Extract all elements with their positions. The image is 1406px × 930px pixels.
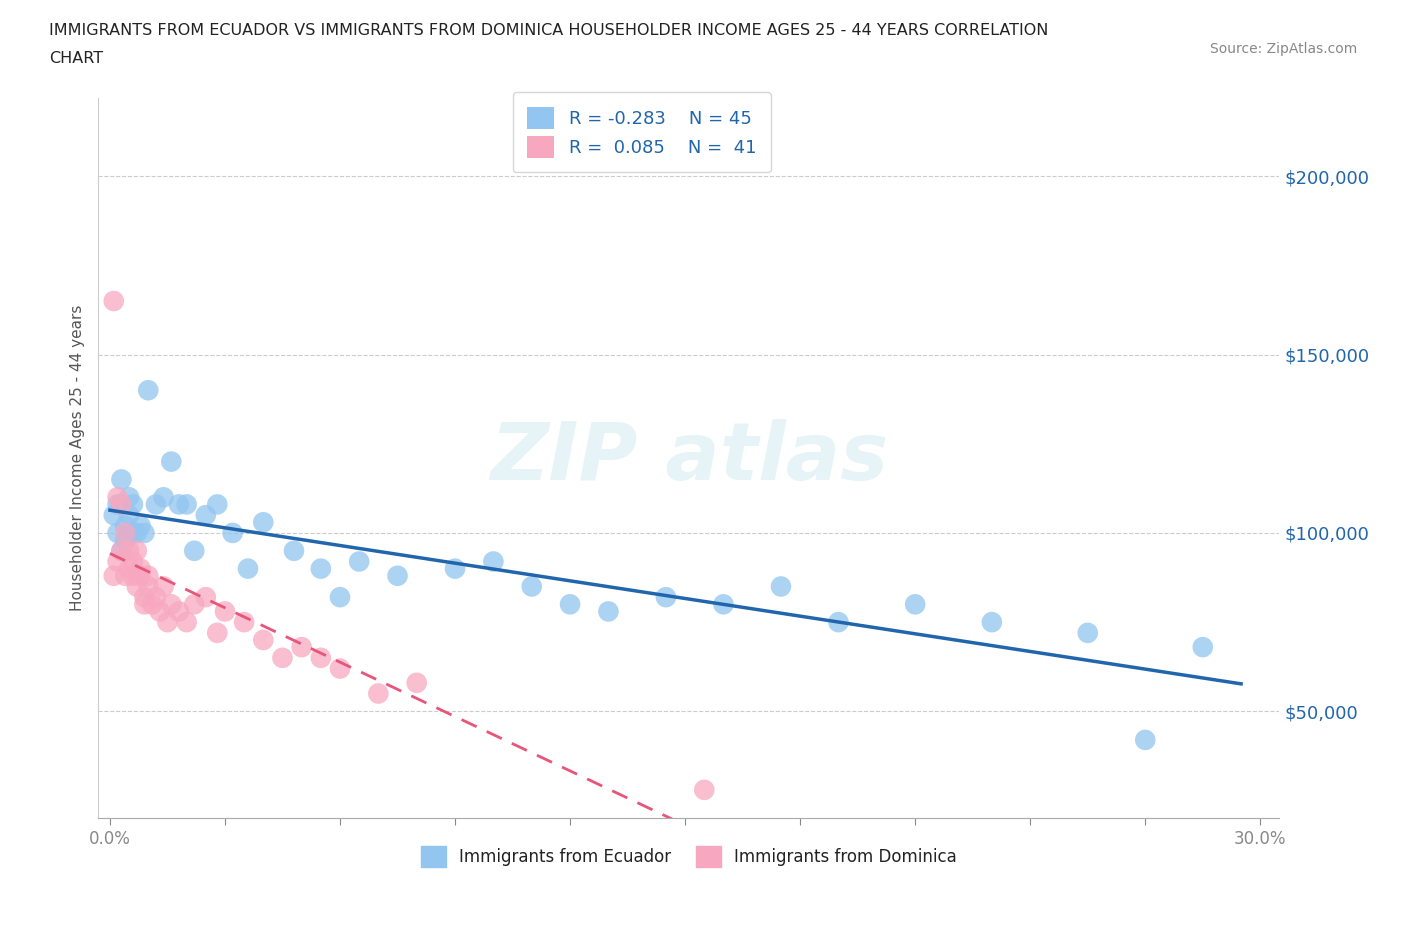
Point [134,525,156,540]
Point [114,568,136,583]
Point [149,604,172,618]
Text: Source: ZipAtlas.com: Source: ZipAtlas.com [1209,42,1357,56]
Point [207,497,229,512]
Point [103,294,125,309]
Point [114,533,136,548]
Point [405,675,427,690]
Point [176,615,198,630]
Point [160,597,183,612]
Point [167,497,190,512]
Point [1077,625,1099,640]
Point [125,579,148,594]
Point [129,568,152,583]
Point [114,525,136,540]
Point [347,554,370,569]
Point [194,508,217,523]
Point [693,782,716,797]
Text: CHART: CHART [49,51,103,66]
Point [713,597,735,612]
Point [291,640,314,655]
Point [520,579,543,594]
Point [980,615,1002,630]
Point [103,508,125,523]
Point [136,383,159,398]
Point [236,561,259,576]
Point [558,597,581,612]
Point [110,543,132,558]
Point [107,525,129,540]
Point [110,497,132,512]
Point [134,597,156,612]
Point [1191,640,1213,655]
Point [145,590,167,604]
Point [125,543,148,558]
Point [827,615,849,630]
Point [655,590,678,604]
Point [122,497,145,512]
Point [122,525,145,540]
Point [134,590,156,604]
Point [194,590,217,604]
Point [769,579,792,594]
Point [107,490,129,505]
Point [329,590,352,604]
Point [141,597,163,612]
Point [482,554,505,569]
Point [103,568,125,583]
Point [387,568,409,583]
Point [309,650,332,665]
Point [107,554,129,569]
Point [160,454,183,469]
Point [167,604,190,618]
Point [110,543,132,558]
Point [283,543,305,558]
Point [221,525,243,540]
Point [233,615,256,630]
Point [176,497,198,512]
Point [156,615,179,630]
Point [136,579,159,594]
Point [118,561,141,576]
Point [118,543,141,558]
Point [183,597,205,612]
Point [444,561,467,576]
Point [107,497,129,512]
Point [136,568,159,583]
Legend: Immigrants from Ecuador, Immigrants from Dominica: Immigrants from Ecuador, Immigrants from… [412,838,966,875]
Y-axis label: Householder Income Ages 25 - 44 years: Householder Income Ages 25 - 44 years [69,305,84,611]
Point [114,518,136,533]
Point [122,568,145,583]
Point [129,518,152,533]
Point [329,661,352,676]
Point [145,497,167,512]
Point [118,508,141,523]
Point [110,472,132,487]
Point [125,525,148,540]
Point [122,554,145,569]
Point [152,579,174,594]
Point [214,604,236,618]
Text: IMMIGRANTS FROM ECUADOR VS IMMIGRANTS FROM DOMINICA HOUSEHOLDER INCOME AGES 25 -: IMMIGRANTS FROM ECUADOR VS IMMIGRANTS FR… [49,23,1049,38]
Point [271,650,294,665]
Text: ZIP atlas: ZIP atlas [489,419,889,497]
Point [152,490,174,505]
Point [129,561,152,576]
Point [252,632,274,647]
Point [183,543,205,558]
Point [1135,733,1157,748]
Point [207,625,229,640]
Point [118,490,141,505]
Point [367,686,389,701]
Point [309,561,332,576]
Point [904,597,927,612]
Point [598,604,620,618]
Point [252,515,274,530]
